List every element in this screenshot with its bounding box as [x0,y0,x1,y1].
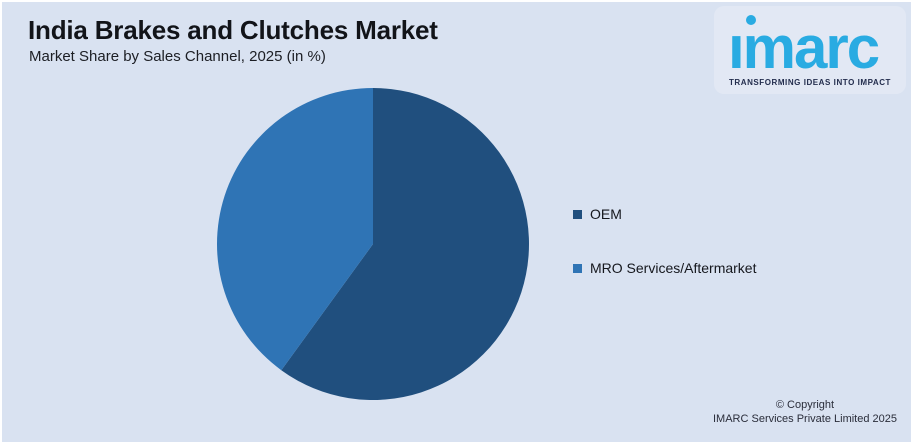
page-title: India Brakes and Clutches Market [28,15,438,45]
copyright-line1: © Copyright [775,399,835,411]
pie-chart-svg [216,88,529,401]
legend-item-mro: MRO Services/Aftermarket [573,260,756,276]
chart-card: India Brakes and Clutches Market Market … [2,2,911,442]
pie-slice-mro-services-aftermarket [216,88,373,371]
imarc-wordmark: ımarc [728,12,906,78]
legend-label-mro: MRO Services/Aftermarket [590,260,757,276]
legend-label-oem: OEM [590,206,622,222]
legend-swatch-mro [573,263,582,273]
copyright-line2: IMARC Services Private Limited 2025 [712,413,897,425]
pie-slice-oem [281,88,529,401]
imarc-logo: ımarc TRANSFORMING IDEAS INTO IMPACT [714,6,906,94]
imarc-logo-dot-icon [746,15,756,25]
imarc-wordmark-text: ımarc [728,14,880,81]
pie-chart [207,78,539,410]
copyright-notice: © Copyright IMARC Services Private Limit… [713,398,897,426]
imarc-tagline: TRANSFORMING IDEAS INTO IMPACT [729,78,891,87]
page-subtitle: Market Share by Sales Channel, 2025 (in … [29,48,326,65]
legend-swatch-oem [573,209,582,219]
legend-item-oem: OEM [573,206,622,222]
